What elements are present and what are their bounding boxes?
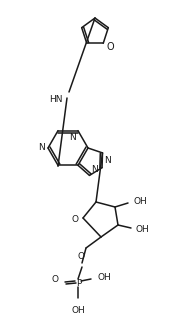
Text: O: O: [77, 252, 84, 261]
Text: P: P: [76, 278, 82, 288]
Text: OH: OH: [136, 225, 150, 233]
Text: OH: OH: [133, 198, 147, 206]
Text: N: N: [69, 133, 76, 142]
Text: O: O: [51, 275, 58, 285]
Text: HN: HN: [49, 96, 63, 105]
Text: O: O: [72, 215, 79, 224]
Text: OH: OH: [71, 306, 85, 315]
Text: N: N: [92, 165, 98, 174]
Text: N: N: [38, 143, 45, 153]
Text: N: N: [105, 156, 111, 165]
Text: O: O: [106, 42, 114, 52]
Text: OH: OH: [98, 274, 112, 283]
